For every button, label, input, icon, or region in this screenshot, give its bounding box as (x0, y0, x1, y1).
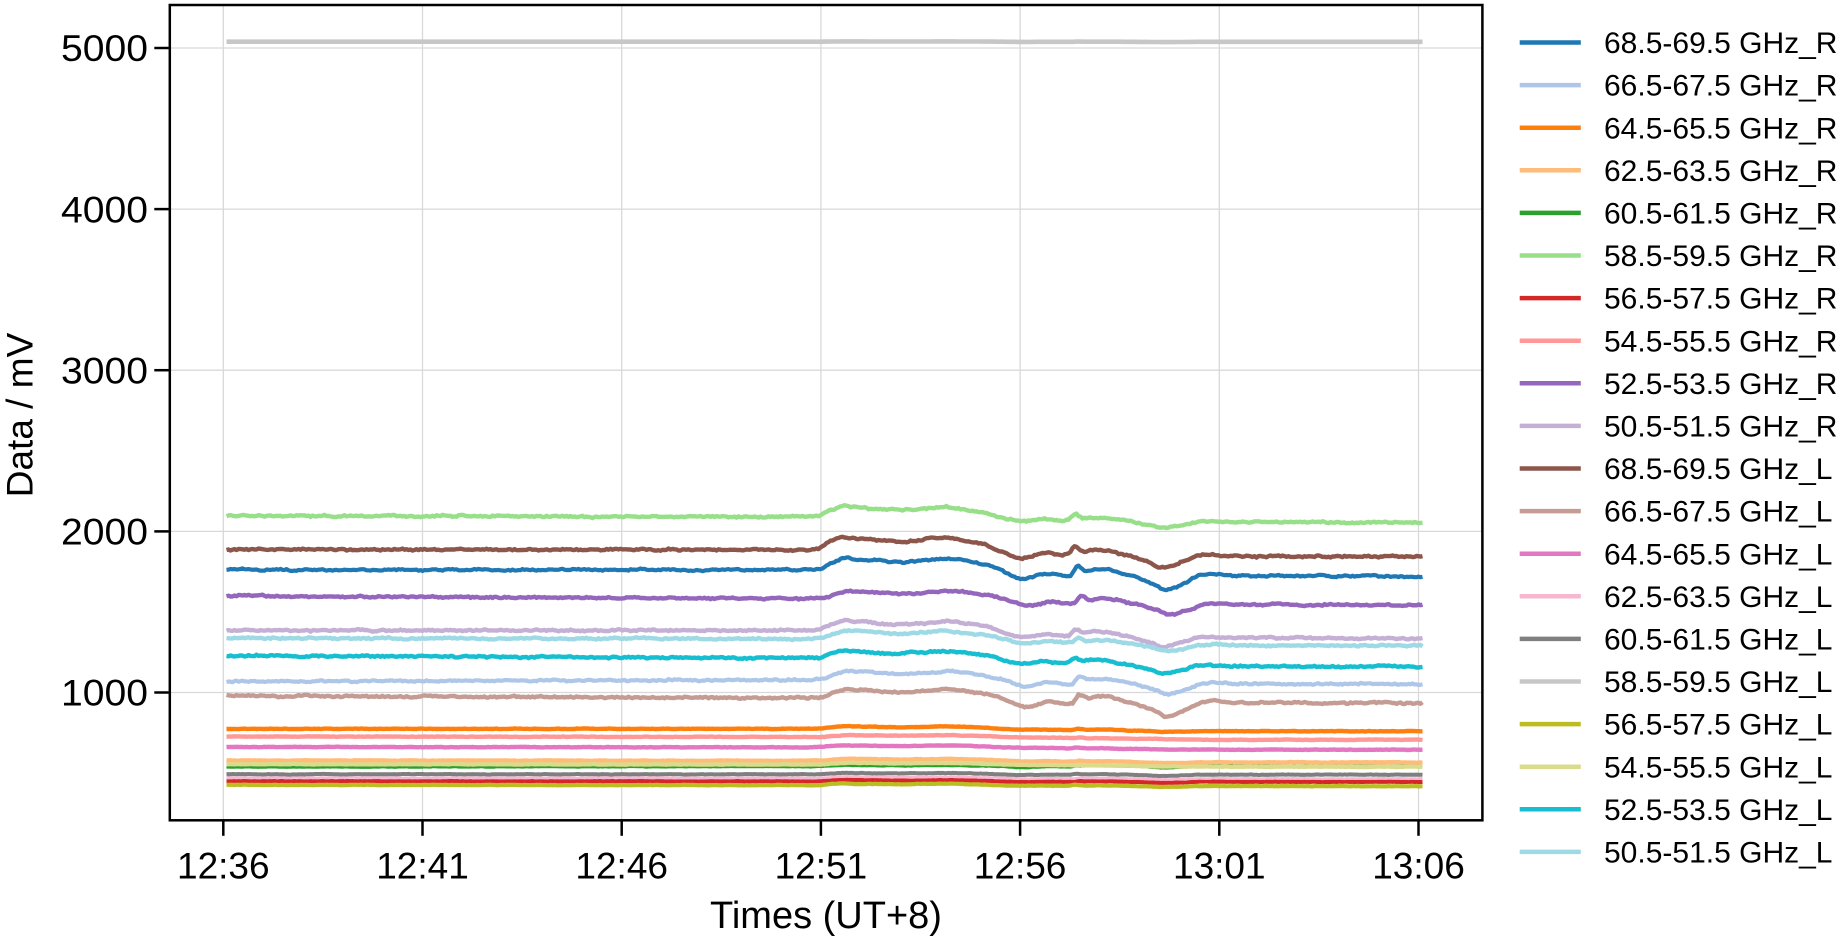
svg-text:66.5-67.5 GHz_L: 66.5-67.5 GHz_L (1604, 496, 1832, 529)
svg-text:Data / mV: Data / mV (0, 332, 41, 497)
svg-text:12:36: 12:36 (177, 845, 270, 886)
svg-text:12:56: 12:56 (974, 845, 1067, 886)
svg-text:4000: 4000 (61, 189, 148, 230)
svg-text:50.5-51.5 GHz_L: 50.5-51.5 GHz_L (1604, 837, 1832, 870)
svg-text:12:46: 12:46 (575, 845, 668, 886)
svg-text:62.5-63.5 GHz_L: 62.5-63.5 GHz_L (1604, 581, 1832, 614)
svg-text:66.5-67.5 GHz_R: 66.5-67.5 GHz_R (1604, 70, 1837, 103)
svg-text:64.5-65.5 GHz_L: 64.5-65.5 GHz_L (1604, 538, 1832, 571)
svg-text:1000: 1000 (61, 673, 148, 714)
svg-text:52.5-53.5 GHz_L: 52.5-53.5 GHz_L (1604, 794, 1832, 827)
svg-text:Times (UT+8): Times (UT+8) (710, 895, 942, 937)
svg-text:12:51: 12:51 (775, 845, 868, 886)
svg-text:52.5-53.5 GHz_R: 52.5-53.5 GHz_R (1604, 368, 1837, 401)
svg-text:62.5-63.5 GHz_R: 62.5-63.5 GHz_R (1604, 155, 1837, 188)
svg-text:12:41: 12:41 (376, 845, 469, 886)
svg-text:13:06: 13:06 (1372, 845, 1465, 886)
svg-text:50.5-51.5 GHz_R: 50.5-51.5 GHz_R (1604, 411, 1837, 444)
svg-text:3000: 3000 (61, 350, 148, 391)
svg-text:58.5-59.5 GHz_R: 58.5-59.5 GHz_R (1604, 240, 1837, 273)
svg-text:13:01: 13:01 (1173, 845, 1266, 886)
svg-text:2000: 2000 (61, 512, 148, 553)
svg-text:56.5-57.5 GHz_R: 56.5-57.5 GHz_R (1604, 283, 1837, 316)
svg-text:68.5-69.5 GHz_L: 68.5-69.5 GHz_L (1604, 453, 1832, 486)
svg-text:58.5-59.5 GHz_L: 58.5-59.5 GHz_L (1604, 666, 1832, 699)
svg-text:56.5-57.5 GHz_L: 56.5-57.5 GHz_L (1604, 709, 1832, 742)
svg-text:54.5-55.5 GHz_L: 54.5-55.5 GHz_L (1604, 751, 1832, 784)
svg-text:68.5-69.5 GHz_R: 68.5-69.5 GHz_R (1604, 27, 1837, 60)
svg-text:5000: 5000 (61, 28, 148, 69)
svg-text:60.5-61.5 GHz_L: 60.5-61.5 GHz_L (1604, 624, 1832, 657)
svg-text:60.5-61.5 GHz_R: 60.5-61.5 GHz_R (1604, 198, 1837, 231)
svg-text:64.5-65.5 GHz_R: 64.5-65.5 GHz_R (1604, 112, 1837, 145)
svg-text:54.5-55.5 GHz_R: 54.5-55.5 GHz_R (1604, 325, 1837, 358)
